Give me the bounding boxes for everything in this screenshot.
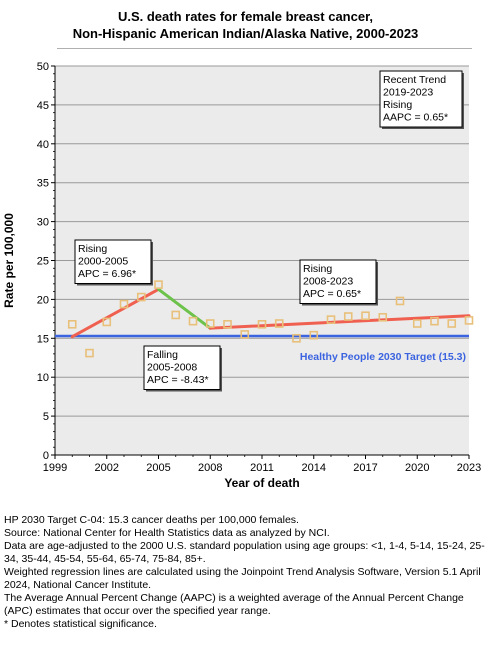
x-tick-label-2017: 2017 xyxy=(353,462,377,474)
annotation-text-rising1: Rising xyxy=(78,243,107,255)
annotation-text-falling: 2005-2008 xyxy=(147,362,197,374)
annotation-text-rising1: APC = 6.96* xyxy=(78,268,136,280)
target-label: Healthy People 2030 Target (15.3) xyxy=(300,351,466,363)
y-tick-label-20: 20 xyxy=(37,294,49,306)
y-axis-label: Rate per 100,000 xyxy=(2,213,16,308)
trend-segment-3 xyxy=(208,314,471,330)
title-divider xyxy=(57,48,472,49)
annotation-text-rising2: Rising xyxy=(303,263,332,275)
x-axis-label: Year of death xyxy=(224,476,299,490)
footnote-aapc: The Average Annual Percent Change (AAPC)… xyxy=(4,592,464,617)
death-rate-chart: 0 5 10 15 20 25 30 35 40 45 50 1999 2002 2005 2008 2011… xyxy=(2,61,481,490)
annotation-box-recent xyxy=(379,70,463,128)
data-point-2021 xyxy=(430,316,439,326)
data-point-2003 xyxy=(119,299,129,309)
y-tick-label-40: 40 xyxy=(37,139,49,151)
chart-title-line-1: U.S. death rates for female breast cance… xyxy=(117,9,374,24)
x-tick-label-2008: 2008 xyxy=(198,462,222,474)
data-point-2012 xyxy=(274,319,284,328)
annotation-text-recent: 2019-2023 xyxy=(383,87,433,99)
y-tick-label-45: 45 xyxy=(37,100,49,112)
data-point-2020 xyxy=(412,319,422,328)
footnote-regression: Weighted regression lines are calculated… xyxy=(4,566,481,591)
footnote-hp2030: HP 2030 Target C-04: 15.3 cancer deaths … xyxy=(4,514,299,526)
data-point-2022 xyxy=(447,319,457,328)
y-tick-label-0: 0 xyxy=(43,450,49,462)
data-point-2016 xyxy=(343,312,353,321)
annotation-text-falling: APC = -8.43* xyxy=(147,374,209,386)
data-point-2007 xyxy=(188,316,198,326)
trend-segment-2 xyxy=(157,287,212,330)
annotation-text-recent: Recent Trend xyxy=(383,74,446,86)
data-point-2008 xyxy=(205,319,215,328)
x-tick-label-2005: 2005 xyxy=(146,462,170,474)
y-tick-label-5: 5 xyxy=(43,411,49,423)
data-point-2005 xyxy=(154,280,163,289)
footnote-source: Source: National Center for Health Stati… xyxy=(4,527,330,539)
data-point-2011 xyxy=(257,319,267,329)
data-point-2015 xyxy=(326,315,336,324)
annotation-text-rising2: 2008-2023 xyxy=(303,276,353,288)
x-tick-label-2011: 2011 xyxy=(250,462,274,474)
data-point-2001 xyxy=(85,348,94,358)
data-point-2004 xyxy=(136,292,146,302)
data-point-2002 xyxy=(102,317,112,327)
annotation-box-falling xyxy=(143,345,221,390)
annotation-text-rising1: 2000-2005 xyxy=(78,256,128,268)
data-point-2009 xyxy=(223,319,232,329)
data-point-2013 xyxy=(292,333,301,343)
annotation-text-rising2: APC = 0.65* xyxy=(303,288,361,300)
annotation-text-recent: AAPC = 0.65* xyxy=(383,112,448,124)
annotation-text-falling: Falling xyxy=(147,349,178,361)
data-point-2019 xyxy=(395,296,405,306)
x-tick-label-2002: 2002 xyxy=(95,462,119,474)
data-point-2014 xyxy=(309,330,319,340)
data-point-2010 xyxy=(240,330,250,339)
x-tick-label-1999: 1999 xyxy=(43,462,67,474)
annotation-box-rising2 xyxy=(299,259,377,304)
footnote-significance: * Denotes statistical significance. xyxy=(4,618,157,630)
x-tick-label-2014: 2014 xyxy=(302,462,326,474)
data-point-2017 xyxy=(361,311,370,321)
x-tick-label-2023: 2023 xyxy=(457,462,481,474)
y-tick-label-10: 10 xyxy=(37,372,49,384)
y-tick-label-25: 25 xyxy=(37,256,49,268)
data-point-2023 xyxy=(464,316,474,325)
data-point-2006 xyxy=(171,310,181,320)
x-tick-label-2020: 2020 xyxy=(405,462,429,474)
annotation-text-recent: Rising xyxy=(383,99,412,111)
y-tick-label-35: 35 xyxy=(37,178,49,190)
chart-title-line-2: Non-Hispanic American Indian/Alaska Nati… xyxy=(72,26,419,41)
footnotes: HP 2030 Target C-04: 15.3 cancer deaths … xyxy=(4,514,488,631)
y-tick-label-15: 15 xyxy=(37,333,49,345)
y-tick-label-50: 50 xyxy=(37,61,49,73)
footnote-age-adjust: Data are age-adjusted to the 2000 U.S. s… xyxy=(4,540,485,565)
data-point-2000 xyxy=(67,319,77,329)
annotation-box-rising1 xyxy=(74,239,152,284)
y-tick-label-30: 30 xyxy=(37,217,49,229)
data-point-2018 xyxy=(378,312,388,322)
